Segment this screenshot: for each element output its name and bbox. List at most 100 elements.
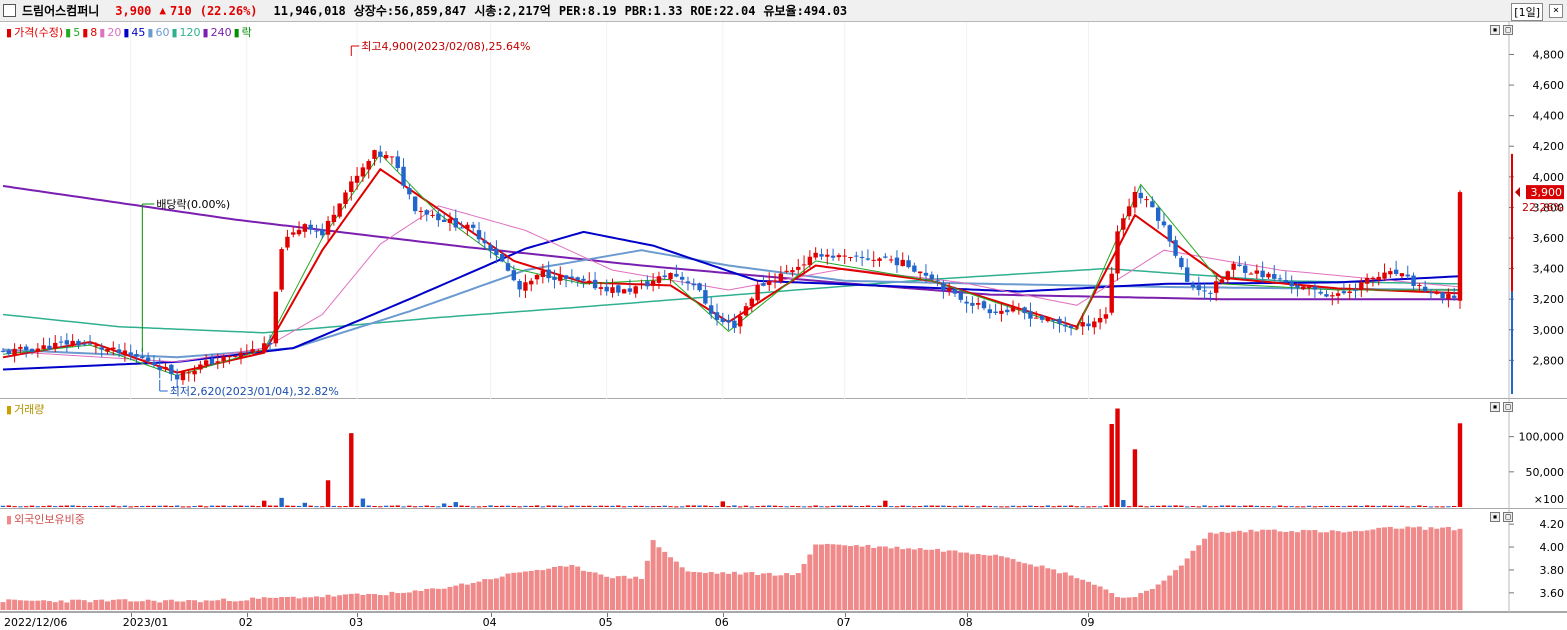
candle[interactable] — [1144, 199, 1149, 201]
volume-bar[interactable] — [941, 505, 946, 507]
volume-bar[interactable] — [825, 506, 830, 508]
close-icon[interactable]: × — [1549, 4, 1563, 18]
candle[interactable] — [424, 210, 429, 215]
foreign-bar[interactable] — [778, 575, 784, 610]
volume-bar[interactable] — [465, 505, 470, 507]
volume-bar[interactable] — [1277, 505, 1283, 507]
volume-bar[interactable] — [743, 505, 749, 507]
foreign-bar[interactable] — [1004, 557, 1010, 610]
candle[interactable] — [970, 302, 975, 306]
candle[interactable] — [250, 349, 255, 353]
candle[interactable] — [1202, 290, 1207, 292]
candle[interactable] — [1132, 191, 1138, 208]
volume-bar[interactable] — [1417, 505, 1422, 507]
candle[interactable] — [575, 277, 580, 280]
volume-bar[interactable] — [511, 505, 517, 507]
volume-bar[interactable] — [1115, 408, 1120, 507]
foreign-bar[interactable] — [540, 570, 546, 610]
candle[interactable] — [1219, 279, 1225, 283]
volume-bar[interactable] — [267, 505, 273, 507]
foreign-bar[interactable] — [935, 548, 941, 610]
volume-bar[interactable] — [53, 506, 58, 508]
volume-bar[interactable] — [35, 506, 41, 508]
foreign-bar[interactable] — [1010, 559, 1016, 610]
candle[interactable] — [1184, 267, 1190, 282]
candle[interactable] — [912, 265, 917, 272]
volume-bar[interactable] — [424, 505, 429, 507]
candle[interactable] — [505, 263, 511, 271]
candle[interactable] — [1335, 293, 1341, 296]
volume-bar[interactable] — [1028, 505, 1033, 507]
foreign-bar[interactable] — [813, 544, 819, 610]
candle[interactable] — [285, 236, 290, 248]
foreign-bar[interactable] — [679, 567, 685, 610]
volume-bar[interactable] — [401, 506, 406, 508]
volume-bar[interactable] — [563, 506, 569, 508]
candle[interactable] — [917, 271, 923, 274]
volume-bar[interactable] — [732, 505, 737, 507]
volume-bar[interactable] — [418, 506, 424, 508]
foreign-bar[interactable] — [99, 599, 105, 610]
foreign-bar[interactable] — [412, 590, 418, 610]
foreign-bar[interactable] — [1306, 530, 1312, 610]
foreign-bar[interactable] — [1236, 530, 1242, 610]
foreign-bar[interactable] — [818, 544, 824, 610]
volume-bar[interactable] — [1225, 505, 1231, 507]
candle[interactable] — [151, 361, 157, 366]
candle[interactable] — [656, 276, 662, 283]
candle[interactable] — [291, 232, 296, 235]
candle[interactable] — [941, 283, 946, 290]
volume-bar[interactable] — [929, 505, 934, 507]
foreign-bar[interactable] — [1242, 532, 1248, 610]
candle[interactable] — [778, 273, 784, 282]
candle[interactable] — [529, 280, 534, 285]
candle[interactable] — [395, 156, 400, 169]
volume-bar[interactable] — [726, 506, 731, 508]
volume-bar[interactable] — [958, 505, 963, 507]
foreign-bar[interactable] — [656, 547, 662, 610]
foreign-bar[interactable] — [749, 572, 755, 610]
foreign-bar[interactable] — [319, 597, 325, 610]
candle[interactable] — [1045, 317, 1051, 322]
foreign-bar[interactable] — [877, 546, 883, 610]
candle[interactable] — [366, 161, 371, 170]
foreign-bar[interactable] — [29, 600, 35, 610]
volume-bar[interactable] — [1057, 505, 1062, 507]
candle[interactable] — [453, 218, 458, 228]
foreign-bar[interactable] — [1312, 529, 1318, 610]
candle[interactable] — [215, 361, 220, 363]
foreign-bar[interactable] — [906, 548, 912, 610]
volume-bar[interactable] — [627, 506, 633, 508]
legend-label[interactable]: 가격(수정) — [14, 26, 64, 39]
volume-bar[interactable] — [697, 505, 702, 507]
volume-bar[interactable] — [134, 506, 139, 508]
maximize-panel-icon[interactable]: □ — [1503, 25, 1513, 35]
foreign-bar[interactable] — [1248, 529, 1254, 610]
foreign-bar[interactable] — [789, 575, 795, 610]
volume-bar[interactable] — [1388, 505, 1393, 507]
volume-bar[interactable] — [180, 506, 186, 508]
foreign-bar[interactable] — [1393, 528, 1399, 610]
candle[interactable] — [1248, 273, 1254, 275]
candle[interactable] — [639, 283, 644, 285]
candle[interactable] — [1347, 291, 1352, 293]
candle[interactable] — [482, 240, 487, 244]
foreign-bar[interactable] — [1074, 578, 1080, 610]
volume-bar[interactable] — [604, 505, 609, 507]
foreign-bar[interactable] — [917, 548, 923, 610]
foreign-bar[interactable] — [1027, 564, 1033, 610]
candle[interactable] — [29, 348, 35, 352]
foreign-bar[interactable] — [1045, 568, 1051, 610]
foreign-bar[interactable] — [360, 595, 366, 610]
candle[interactable] — [1260, 270, 1265, 278]
foreign-bar[interactable] — [1428, 527, 1434, 610]
foreign-bar[interactable] — [58, 600, 64, 610]
candle[interactable] — [1196, 285, 1201, 291]
candle[interactable] — [186, 372, 191, 374]
volume-bar[interactable] — [703, 505, 708, 507]
candle[interactable] — [1341, 291, 1347, 294]
foreign-bar[interactable] — [1416, 526, 1422, 610]
foreign-bar[interactable] — [1184, 558, 1190, 610]
candle[interactable] — [517, 280, 522, 290]
candle[interactable] — [93, 345, 99, 347]
